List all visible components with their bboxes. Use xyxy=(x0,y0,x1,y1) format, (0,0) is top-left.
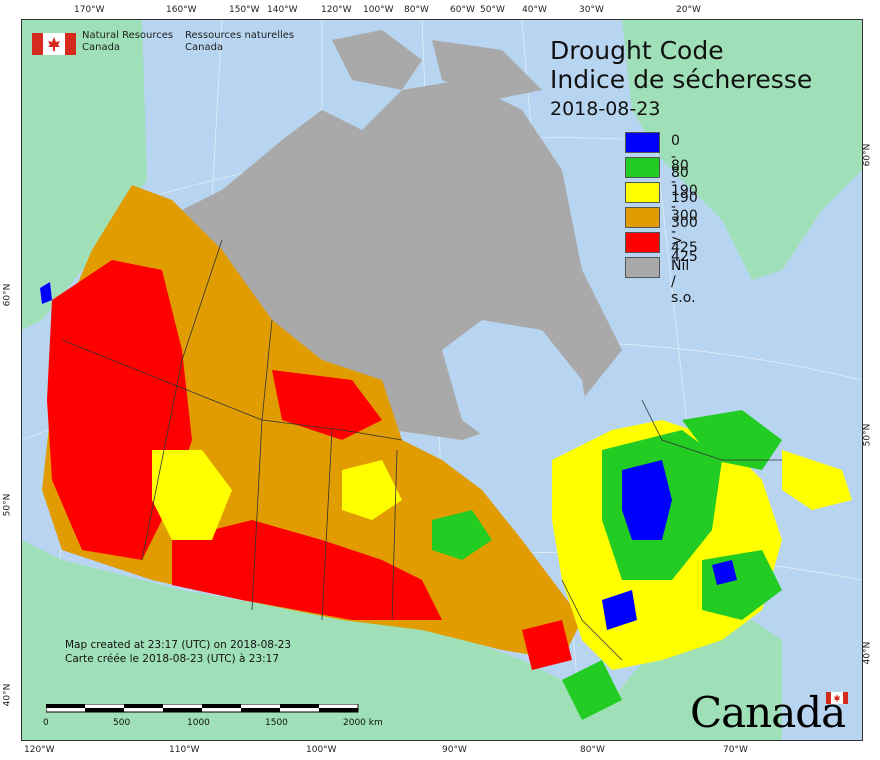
map-created-note: Map created at 23:17 (UTC) on 2018-08-23… xyxy=(65,638,291,666)
scale-label-1500: 1500 xyxy=(265,718,288,728)
provincial-boundaries xyxy=(61,239,782,661)
legend-swatch xyxy=(625,207,660,228)
dc-0-80-zones xyxy=(40,282,737,630)
bottom-tick-label: 80°W xyxy=(580,745,605,755)
legend-label: Nil / s.o. xyxy=(671,258,696,306)
top-tick-label: 170°W xyxy=(74,5,105,15)
left-tick-label: 50°N xyxy=(2,493,13,517)
right-tick-label: 60°N xyxy=(862,143,873,167)
legend-swatch xyxy=(625,157,660,178)
org-fr-line1: Ressources naturelles xyxy=(185,30,295,41)
top-tick-label: 150°W xyxy=(229,5,260,15)
scale-label-500: 500 xyxy=(113,718,131,728)
legend-label: > 425 xyxy=(671,233,698,265)
map-title-block: Drought Code Indice de sécheresse 2018-0… xyxy=(550,36,850,122)
legend-label: 190 - 300 xyxy=(671,183,698,231)
greenland-land xyxy=(622,20,862,280)
title-english: Drought Code xyxy=(550,36,724,65)
canada-wordmark-text: Canada xyxy=(690,688,846,737)
map-frame: Natural Resources Canada Ressources natu… xyxy=(21,19,863,741)
usa-land xyxy=(22,540,782,740)
top-tick-label: 120°W xyxy=(321,5,352,15)
top-tick-label: 100°W xyxy=(363,5,394,15)
top-tick-label: 160°W xyxy=(166,5,197,15)
legend-swatch xyxy=(625,132,660,153)
legend-label: 0 - 80 xyxy=(671,133,689,181)
map-date: 2018-08-23 xyxy=(550,98,661,120)
bottom-tick-label: 90°W xyxy=(442,745,467,755)
bottom-tick-label: 110°W xyxy=(169,745,200,755)
legend-label: 300 - 425 xyxy=(671,208,698,256)
org-en-line1: Natural Resources xyxy=(82,30,174,41)
right-tick-label: 50°N xyxy=(862,423,873,447)
legend-swatch xyxy=(625,232,660,253)
scale-label-1000: 1000 xyxy=(187,718,210,728)
bottom-tick-label: 70°W xyxy=(723,745,748,755)
left-tick-label: 60°N xyxy=(2,283,13,307)
top-tick-label: 50°W xyxy=(480,5,505,15)
org-fr-line2: Canada xyxy=(185,42,224,53)
legend-swatch xyxy=(625,182,660,203)
bottom-tick-label: 120°W xyxy=(24,745,55,755)
drought-code-map xyxy=(22,20,862,740)
canada-flag-icon xyxy=(32,33,76,55)
canada-wordmark: Canada xyxy=(690,688,848,737)
top-tick-label: 20°W xyxy=(676,5,701,15)
org-en-line2: Canada xyxy=(82,42,121,53)
left-tick-label: 40°N xyxy=(2,683,13,707)
top-tick-label: 30°W xyxy=(579,5,604,15)
legend-label: 80 - 190 xyxy=(671,158,698,206)
created-french: Carte créée le 2018-08-23 (UTC) à 23:17 xyxy=(65,653,280,665)
scale-bar-graphic xyxy=(46,704,359,713)
top-tick-label: 60°W xyxy=(450,5,475,15)
bottom-tick-label: 100°W xyxy=(306,745,337,755)
title-french: Indice de sécheresse xyxy=(550,65,813,94)
top-tick-label: 80°W xyxy=(404,5,429,15)
top-tick-label: 140°W xyxy=(267,5,298,15)
legend-swatch xyxy=(625,257,660,278)
wordmark-flag-icon xyxy=(826,692,848,704)
top-tick-label: 40°W xyxy=(522,5,547,15)
right-tick-label: 40°N xyxy=(862,641,873,665)
foreign-land xyxy=(22,20,862,740)
scale-label-2000: 2000 km xyxy=(343,718,383,728)
scale-label-0: 0 xyxy=(43,718,49,728)
hudson-bay xyxy=(442,320,592,460)
alaska-land xyxy=(22,20,147,330)
nrcan-signature: Natural Resources Canada Ressources natu… xyxy=(32,30,332,62)
created-english: Map created at 23:17 (UTC) on 2018-08-23 xyxy=(65,639,292,651)
